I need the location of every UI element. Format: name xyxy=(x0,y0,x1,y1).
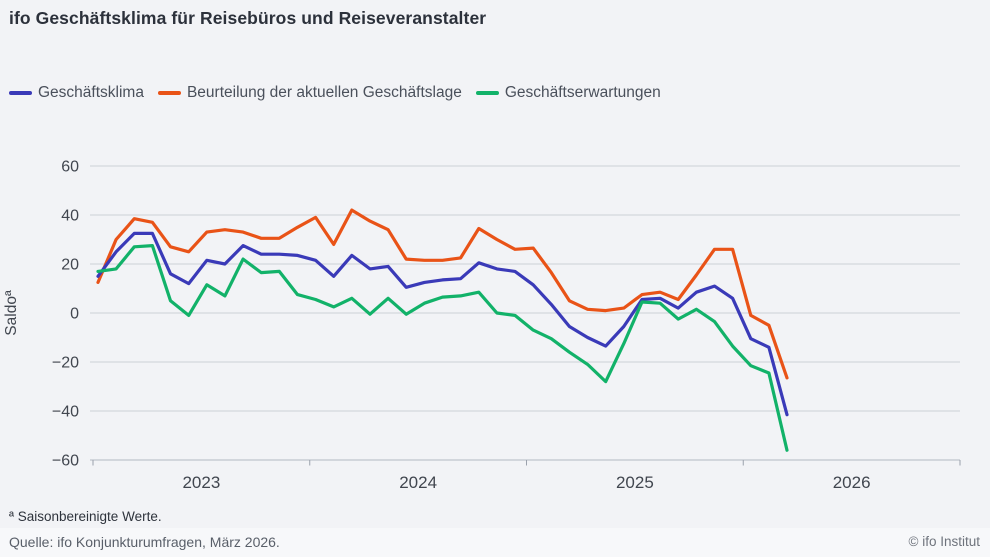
legend-item-0[interactable]: Geschäftsklima xyxy=(9,84,144,102)
series-line-gesch-ftsklima xyxy=(96,231,789,417)
x-axis-year-label: 2026 xyxy=(833,473,871,492)
source-row: Quelle: ifo Konjunkturumfragen, März 202… xyxy=(0,534,990,550)
legend-item-2[interactable]: Geschäftserwartungen xyxy=(475,84,661,102)
legend: Geschäftsklima Beurteilung der aktuellen … xyxy=(9,84,661,102)
footnote: ª Saisonbereinigte Werte. xyxy=(9,509,162,524)
legend-label: Geschäftsklima xyxy=(38,84,144,101)
legend-swatch-icon xyxy=(157,91,181,95)
source-text: Quelle: ifo Konjunkturumfragen, März 202… xyxy=(9,534,280,550)
series-line-gesch-ftserwartungen xyxy=(96,244,789,452)
y-axis-tick-label: 60 xyxy=(61,159,79,176)
legend-item-1[interactable]: Beurteilung der aktuellen Geschäftslage xyxy=(157,84,462,102)
y-axis-tick-label: 0 xyxy=(70,306,79,323)
y-axis-title: Saldoª xyxy=(3,290,20,336)
legend-swatch-icon xyxy=(475,91,499,95)
y-axis-tick-label: 40 xyxy=(61,208,79,225)
copyright-text: © ifo Institut xyxy=(908,534,980,549)
y-axis-tick-label: 20 xyxy=(61,257,79,274)
legend-label: Beurteilung der aktuellen Geschäftslage xyxy=(186,84,462,101)
series-line-beurteilung-der-aktuellen-gesch-ftslage xyxy=(96,208,789,380)
y-axis-tick-label: −60 xyxy=(52,453,79,470)
y-axis-tick-label: −20 xyxy=(52,355,79,372)
x-axis-year-label: 2023 xyxy=(182,473,220,492)
page-title: ifo Geschäftsklima für Reisebüros und Re… xyxy=(9,8,487,28)
x-axis-year-label: 2024 xyxy=(399,473,437,492)
y-axis-tick-label: −40 xyxy=(52,404,79,421)
legend-swatch-icon xyxy=(9,91,32,95)
x-axis-year-label: 2025 xyxy=(616,473,654,492)
legend-label: Geschäftserwartungen xyxy=(504,84,661,101)
source-band xyxy=(0,528,990,557)
